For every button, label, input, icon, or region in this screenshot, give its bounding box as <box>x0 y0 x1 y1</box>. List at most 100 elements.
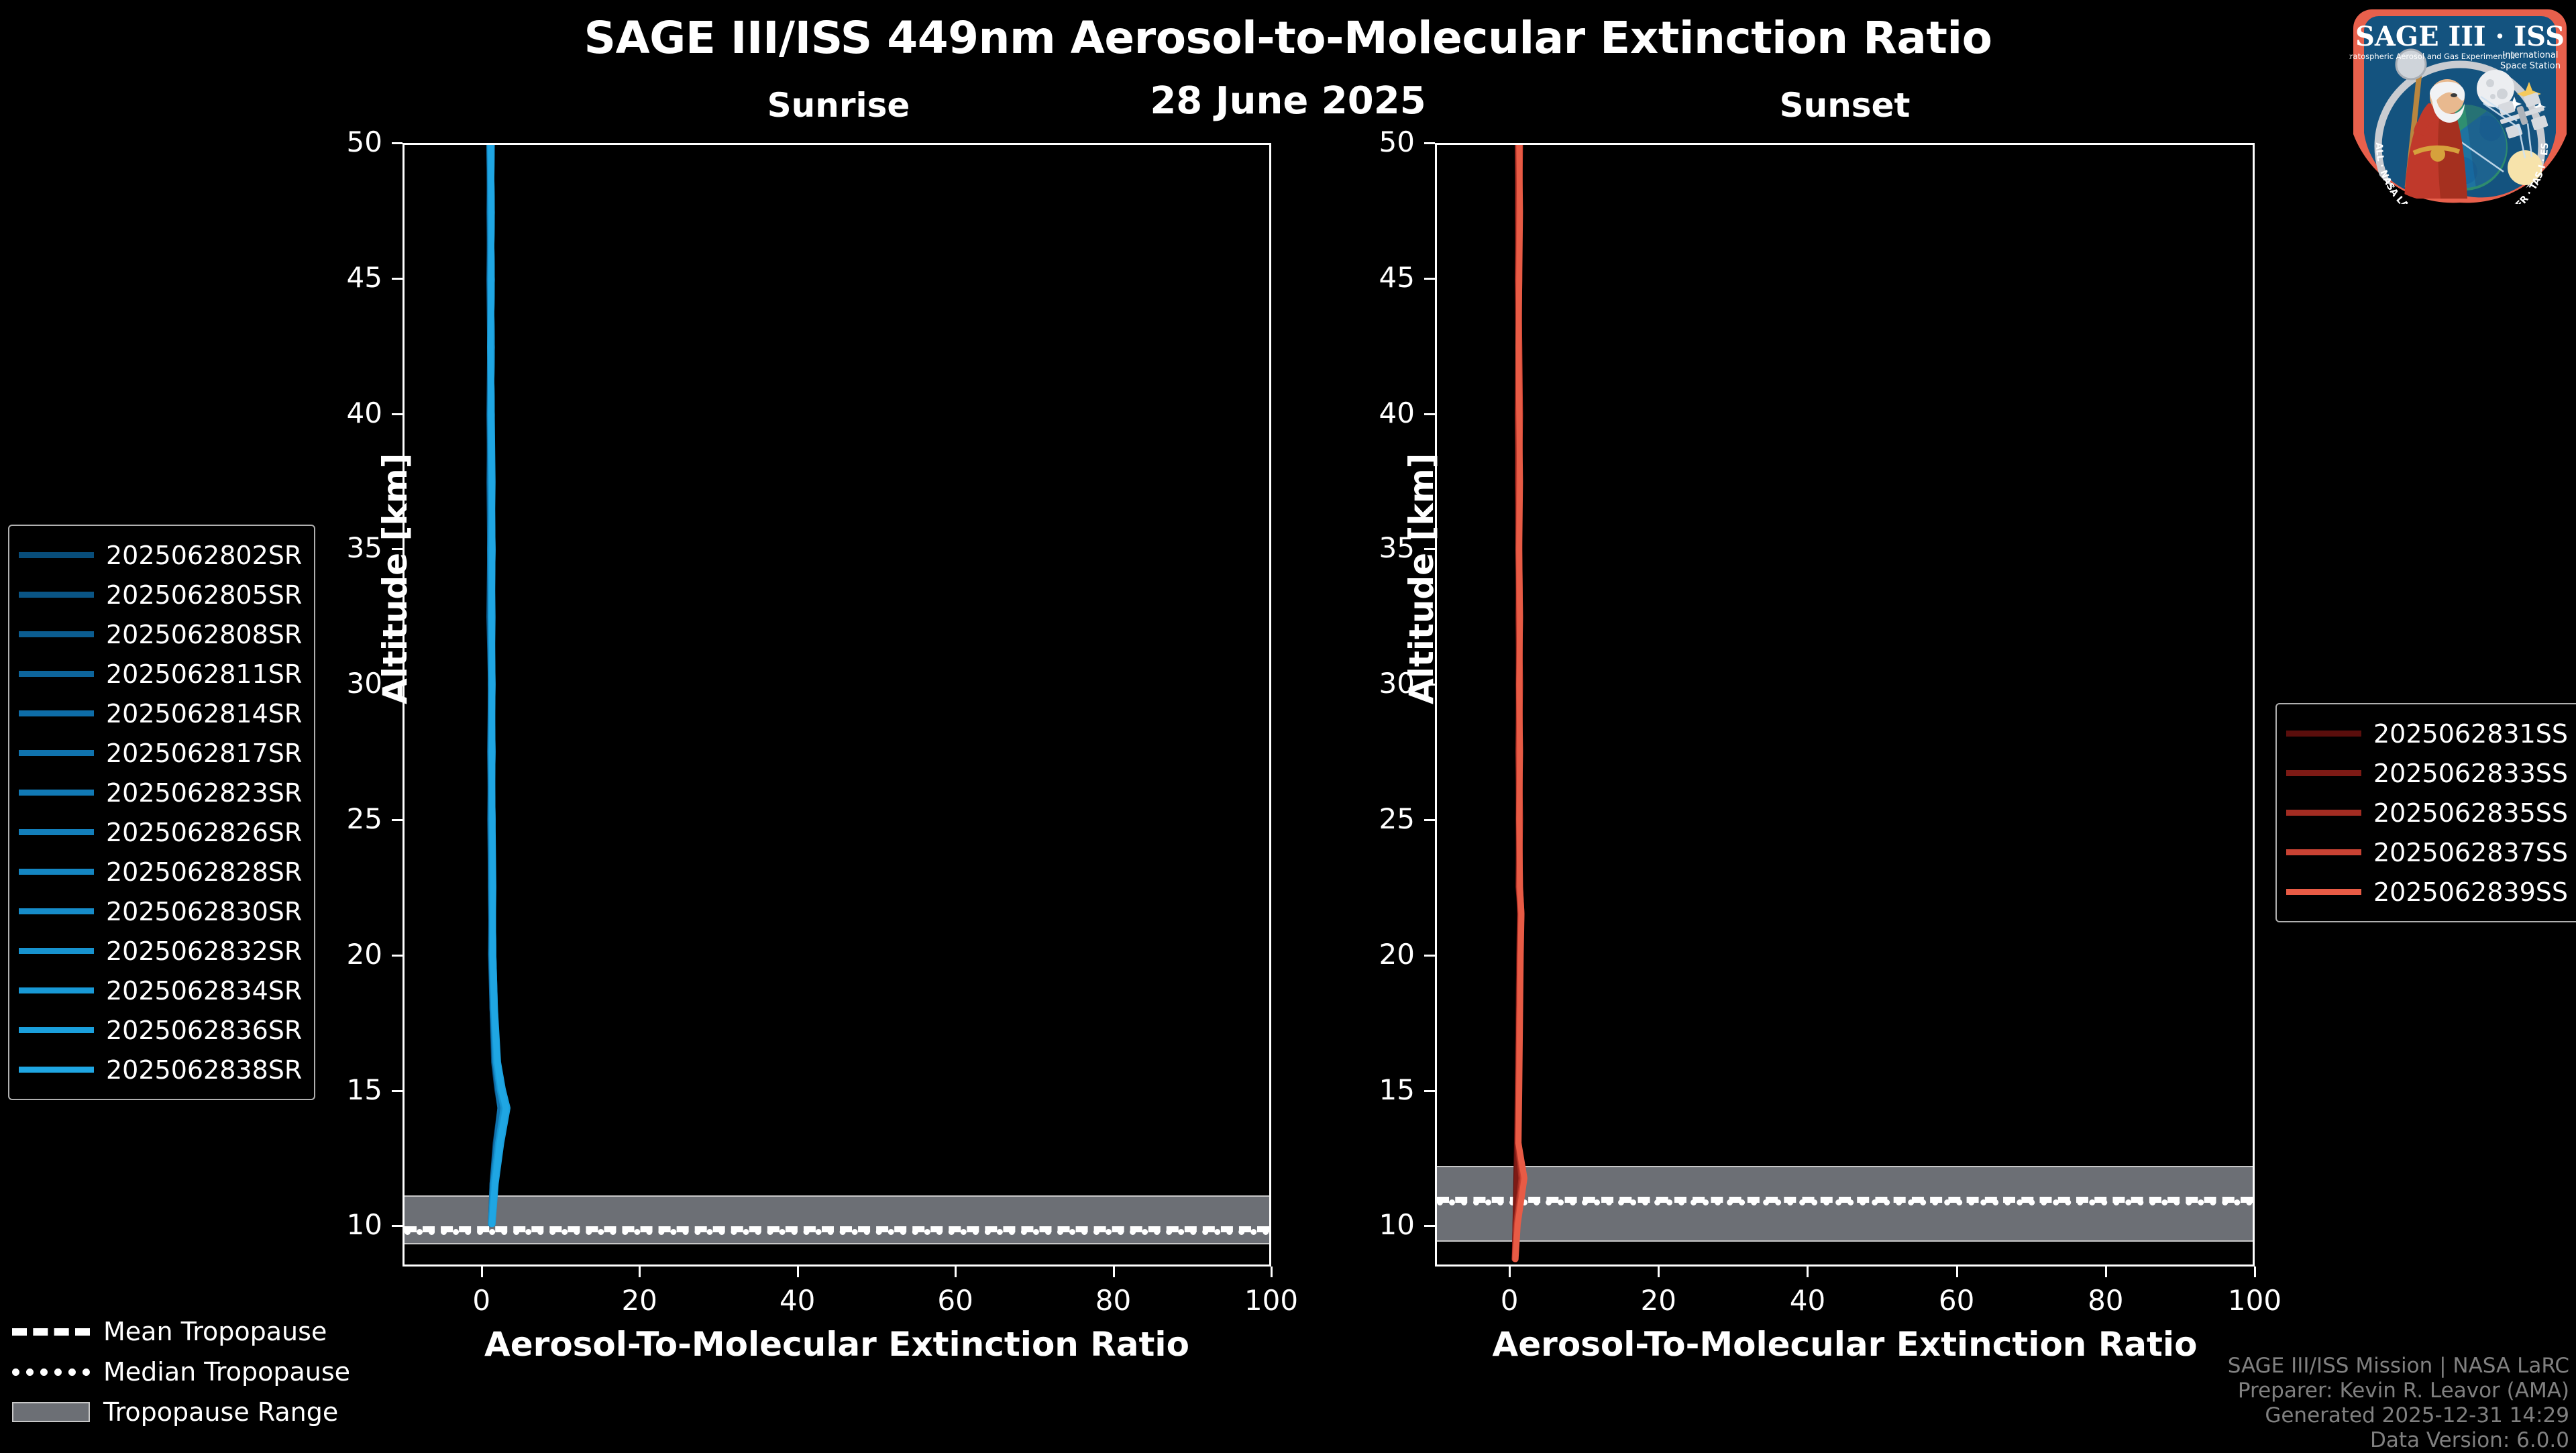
legend-label-event: 2025062832SR <box>106 936 303 966</box>
y-tick-label: 40 <box>1379 396 1415 429</box>
patch-subtitle-right-1: International <box>2503 50 2559 60</box>
y-tick-mark <box>1424 1089 1435 1092</box>
x-tick-label: 80 <box>2088 1284 2124 1317</box>
legend-label-event: 2025062823SR <box>106 777 303 808</box>
legend-color-swatch-icon <box>19 1067 94 1073</box>
legend-color-swatch-icon <box>19 987 94 993</box>
y-tick-mark <box>1424 277 1435 280</box>
y-tick-label: 45 <box>346 260 382 294</box>
x-tick-mark <box>1658 1267 1660 1277</box>
legend-color-swatch-icon <box>2286 889 2361 895</box>
legend-item-event[interactable]: 2025062835SS <box>2286 793 2568 832</box>
median-tropopause-line-sunset <box>1437 1199 2253 1206</box>
legend-item-event[interactable]: 2025062823SR <box>19 773 302 812</box>
y-tick-mark <box>1424 819 1435 822</box>
legend-color-swatch-icon <box>19 671 94 677</box>
legend-label-tropopause-range: Tropopause Range <box>103 1397 339 1427</box>
x-tick-mark <box>796 1267 799 1277</box>
x-tick-mark <box>955 1267 957 1277</box>
legend-sunset-events[interactable]: 2025062831SS 2025062833SS 2025062835SS 2025… <box>2275 703 2576 922</box>
footer-credits: SAGE III/ISS Mission | NASA LaRC Prepare… <box>2228 1354 2569 1453</box>
y-tick-label: 15 <box>346 1073 382 1106</box>
legend-item-event[interactable]: 2025062808SR <box>19 614 302 654</box>
legend-label-event: 2025062811SR <box>106 659 303 689</box>
legend-sunrise-events[interactable]: 2025062802SR 2025062805SR 2025062808SR 2025… <box>8 525 316 1100</box>
x-tick-mark <box>1807 1267 1809 1277</box>
footer-line-mission: SAGE III/ISS Mission | NASA LaRC <box>2227 1354 2569 1378</box>
legend-label-event: 2025062836SR <box>106 1015 303 1045</box>
footer-line-preparer: Preparer: Kevin R. Leavor (AMA) <box>2237 1379 2569 1403</box>
legend-item-event[interactable]: 2025062826SR <box>19 812 302 852</box>
x-tick-label: 20 <box>1640 1284 1676 1317</box>
y-tick-mark <box>1424 954 1435 957</box>
x-tick-label: 20 <box>621 1284 657 1317</box>
y-tick-mark <box>392 277 402 280</box>
legend-color-swatch-icon <box>19 631 94 637</box>
legend-item-event[interactable]: 2025062831SS <box>2286 714 2568 753</box>
x-tick-label: 60 <box>937 1284 973 1317</box>
legend-item-event[interactable]: 2025062836SR <box>19 1010 302 1050</box>
legend-item-event[interactable]: 2025062838SR <box>19 1050 302 1089</box>
x-tick-label: 0 <box>472 1284 491 1317</box>
legend-label-event: 2025062817SR <box>106 738 303 768</box>
legend-item-event[interactable]: 2025062802SR <box>19 535 302 575</box>
x-tick-mark <box>480 1267 483 1277</box>
x-tick-mark <box>1112 1267 1115 1277</box>
legend-item-tropopause-range: Tropopause Range <box>12 1392 350 1432</box>
legend-color-swatch-icon <box>19 790 94 796</box>
legend-item-median-tropopause: Median Tropopause <box>12 1352 350 1392</box>
y-tick-label: 25 <box>346 802 382 836</box>
panel-title-sunrise: Sunrise <box>767 86 910 125</box>
profile-curves-sunrise <box>486 145 511 1228</box>
panel-title-sunset: Sunset <box>1779 86 1911 125</box>
plot-panel-sunset <box>1435 143 2255 1267</box>
legend-item-event[interactable]: 2025062814SR <box>19 694 302 733</box>
legend-item-event[interactable]: 2025062839SS <box>2286 872 2568 912</box>
legend-item-event[interactable]: 2025062837SS <box>2286 832 2568 872</box>
x-tick-label: 80 <box>1095 1284 1132 1317</box>
legend-label-event: 2025062835SS <box>2373 798 2569 828</box>
y-tick-label: 10 <box>346 1208 382 1242</box>
y-tick-mark <box>1424 548 1435 551</box>
y-tick-label: 30 <box>346 667 382 700</box>
x-tick-label: 100 <box>1244 1284 1299 1317</box>
legend-item-event[interactable]: 2025062834SR <box>19 971 302 1010</box>
x-tick-mark <box>1955 1267 1958 1277</box>
y-tick-mark <box>1424 1225 1435 1228</box>
legend-item-event[interactable]: 2025062811SR <box>19 654 302 694</box>
median-tropopause-line-sunrise <box>405 1229 1269 1236</box>
x-tick-label: 0 <box>1500 1284 1519 1317</box>
legend-item-event[interactable]: 2025062830SR <box>19 892 302 931</box>
y-tick-mark <box>392 954 402 957</box>
legend-color-swatch-icon <box>19 948 94 954</box>
y-tick-mark <box>1424 684 1435 686</box>
y-tick-label: 20 <box>346 937 382 971</box>
x-tick-label: 40 <box>779 1284 816 1317</box>
x-tick-label: 100 <box>2227 1284 2282 1317</box>
x-tick-mark <box>2254 1267 2256 1277</box>
y-tick-label: 35 <box>1379 531 1415 565</box>
legend-label-event: 2025062839SS <box>2373 877 2569 907</box>
y-tick-mark <box>392 819 402 822</box>
x-tick-mark <box>1509 1267 1511 1277</box>
dashed-line-icon <box>12 1322 90 1342</box>
y-tick-mark <box>392 413 402 415</box>
y-tick-label: 25 <box>1379 802 1415 836</box>
legend-item-event[interactable]: 2025062832SR <box>19 931 302 971</box>
legend-color-swatch-icon <box>19 710 94 716</box>
legend-item-event[interactable]: 2025062833SS <box>2286 753 2568 793</box>
legend-item-event[interactable]: 2025062817SR <box>19 733 302 773</box>
footer-line-data-version: Data Version: 6.0.0 <box>2369 1428 2569 1452</box>
y-tick-mark <box>392 1089 402 1092</box>
legend-tropopause: Mean Tropopause Median Tropopause Tropop… <box>12 1311 350 1432</box>
dotted-line-icon <box>12 1362 90 1382</box>
legend-color-swatch-icon <box>19 908 94 914</box>
legend-item-event[interactable]: 2025062805SR <box>19 575 302 614</box>
y-tick-label: 50 <box>346 125 382 158</box>
x-axis-title-sunset: Aerosol-To-Molecular Extinction Ratio <box>1492 1325 2198 1364</box>
legend-color-swatch-icon <box>19 592 94 598</box>
page-title: SAGE III/ISS 449nm Aerosol-to-Molecular … <box>584 12 1992 64</box>
legend-item-event[interactable]: 2025062828SR <box>19 852 302 892</box>
legend-label-event: 2025062828SR <box>106 857 303 887</box>
patch-title: SAGE III · ISS <box>2355 21 2565 52</box>
